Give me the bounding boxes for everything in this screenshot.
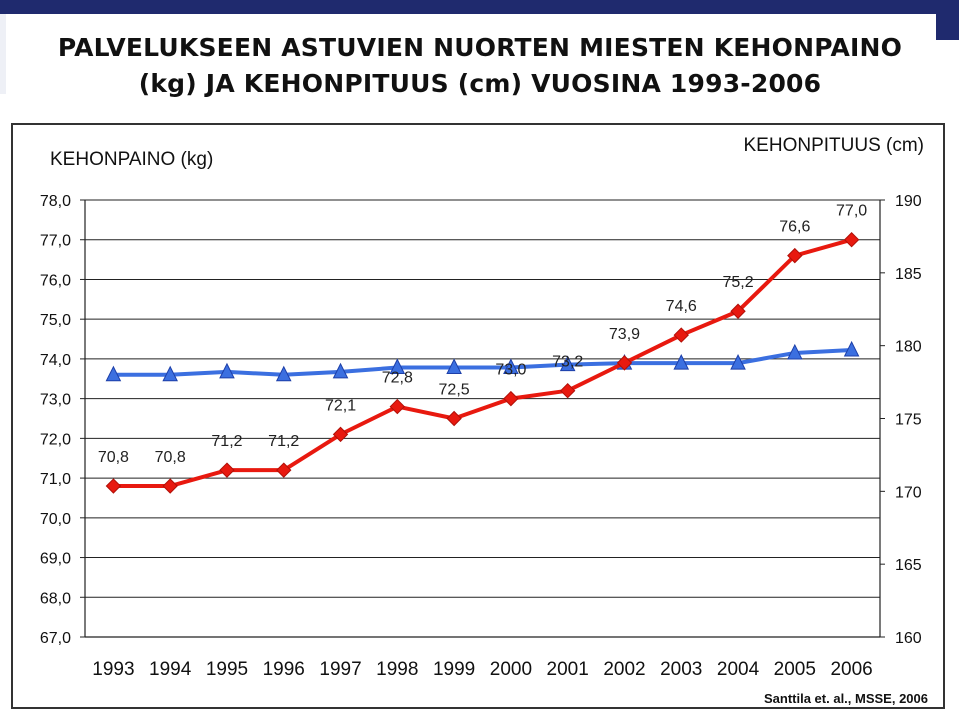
height-point	[730, 354, 746, 370]
x-tick-label: 2005	[774, 659, 816, 680]
y-left-tick-label: 67,0	[40, 630, 71, 647]
y-right-tick-label: 185	[895, 266, 922, 283]
weight-data-label: 73,0	[495, 362, 526, 379]
x-tick-label: 2004	[717, 659, 760, 680]
x-tick-label: 2001	[547, 659, 589, 680]
weight-point	[559, 382, 576, 399]
x-tick-label: 2002	[603, 659, 645, 680]
y-left-tick-label: 73,0	[40, 392, 71, 409]
top-bar	[0, 0, 959, 14]
weight-data-label: 72,1	[325, 397, 356, 414]
y-left-tick-label: 69,0	[40, 551, 71, 568]
weight-point	[276, 462, 292, 478]
weight-data-label: 76,6	[779, 219, 810, 236]
y-left-axis-title: KEHONPAINO (kg)	[50, 149, 213, 170]
weight-data-label: 72,5	[439, 382, 470, 399]
y-left-tick-label: 74,0	[40, 352, 71, 369]
left-edge-decoration	[0, 14, 6, 94]
weight-point	[787, 247, 803, 264]
x-tick-label: 1999	[433, 659, 475, 680]
weight-data-label: 70,8	[98, 449, 129, 466]
weight-point	[843, 232, 860, 248]
tick-labels: 78,0 77,0 76,0 75,0 74,0 73,0 72,0 71,0 70,0 69,0…	[40, 193, 922, 680]
x-tick-label: 1997	[319, 659, 361, 680]
y-right-tick-label: 190	[895, 193, 922, 210]
series-layer	[105, 232, 860, 494]
weight-point	[105, 478, 122, 494]
y-right-tick-label: 180	[895, 339, 922, 356]
y-left-tick-label: 77,0	[40, 233, 71, 250]
y-left-tick-label: 70,0	[40, 511, 71, 528]
x-tick-label: 1995	[206, 659, 248, 680]
weight-point	[162, 478, 178, 494]
weight-point	[616, 355, 633, 371]
weight-data-label: 71,2	[211, 433, 242, 450]
height-point	[105, 365, 122, 382]
weight-point	[730, 303, 746, 319]
x-tick-label: 2003	[660, 659, 702, 680]
height-point	[446, 358, 462, 375]
height-point	[843, 340, 860, 357]
y-right-tick-label: 170	[895, 484, 922, 501]
y-left-tick-label: 72,0	[40, 431, 71, 448]
weight-point	[503, 390, 519, 407]
y-right-axis-title: KEHONPITUUS (cm)	[744, 135, 925, 156]
x-tick-label: 1998	[376, 659, 418, 680]
y-right-tick-label: 165	[895, 557, 922, 574]
y-left-tick-label: 75,0	[40, 312, 71, 329]
chart-frame	[11, 123, 945, 709]
height-point	[787, 343, 803, 360]
weight-data-label: 71,2	[268, 433, 299, 450]
y-right-tick-label: 160	[895, 630, 922, 647]
source-credit: Santtila et. al., MSSE, 2006	[764, 691, 928, 706]
slide-title: PALVELUKSEEN ASTUVIEN NUORTEN MIESTEN KE…	[57, 33, 903, 98]
weight-data-label: 73,9	[609, 326, 640, 343]
x-tick-label: 1993	[92, 659, 134, 680]
height-point	[503, 358, 519, 375]
weight-data-label: 74,6	[666, 298, 697, 315]
weight-data-label: 70,8	[155, 449, 186, 466]
y-left-tick-label: 68,0	[40, 590, 71, 607]
weight-data-label: 72,8	[382, 370, 413, 387]
gridlines	[85, 199, 880, 598]
height-point	[559, 355, 576, 372]
weight-point	[389, 398, 406, 415]
y-left-tick-label: 78,0	[40, 193, 71, 210]
x-tick-label: 1996	[263, 659, 305, 680]
height-point	[219, 362, 235, 379]
axes	[80, 199, 885, 638]
weight-point	[219, 462, 235, 478]
weight-point	[673, 327, 689, 343]
weight-data-label: 75,2	[722, 274, 753, 291]
corner-decoration	[936, 14, 959, 40]
height-series-line	[113, 348, 852, 377]
weight-data-label: 77,0	[836, 203, 867, 220]
y-right-tick-label: 175	[895, 412, 922, 429]
height-point	[389, 358, 406, 375]
y-left-tick-label: 76,0	[40, 272, 71, 289]
height-point	[673, 354, 690, 370]
weight-series-line	[113, 237, 853, 489]
x-tick-label: 1994	[149, 659, 192, 680]
data-labels: 70,8 70,8 71,2 71,2 72,1 72,8 72,5 73,0 73,2 73,9…	[98, 203, 867, 466]
x-tick-label: 2000	[490, 659, 532, 680]
y-left-tick-label: 71,0	[40, 471, 71, 488]
height-point	[332, 362, 349, 379]
weight-point	[332, 426, 349, 443]
weight-point	[446, 410, 462, 427]
height-point	[162, 365, 178, 382]
x-tick-label: 2006	[830, 659, 872, 680]
height-point	[275, 365, 292, 382]
weight-data-label: 73,2	[552, 354, 583, 371]
